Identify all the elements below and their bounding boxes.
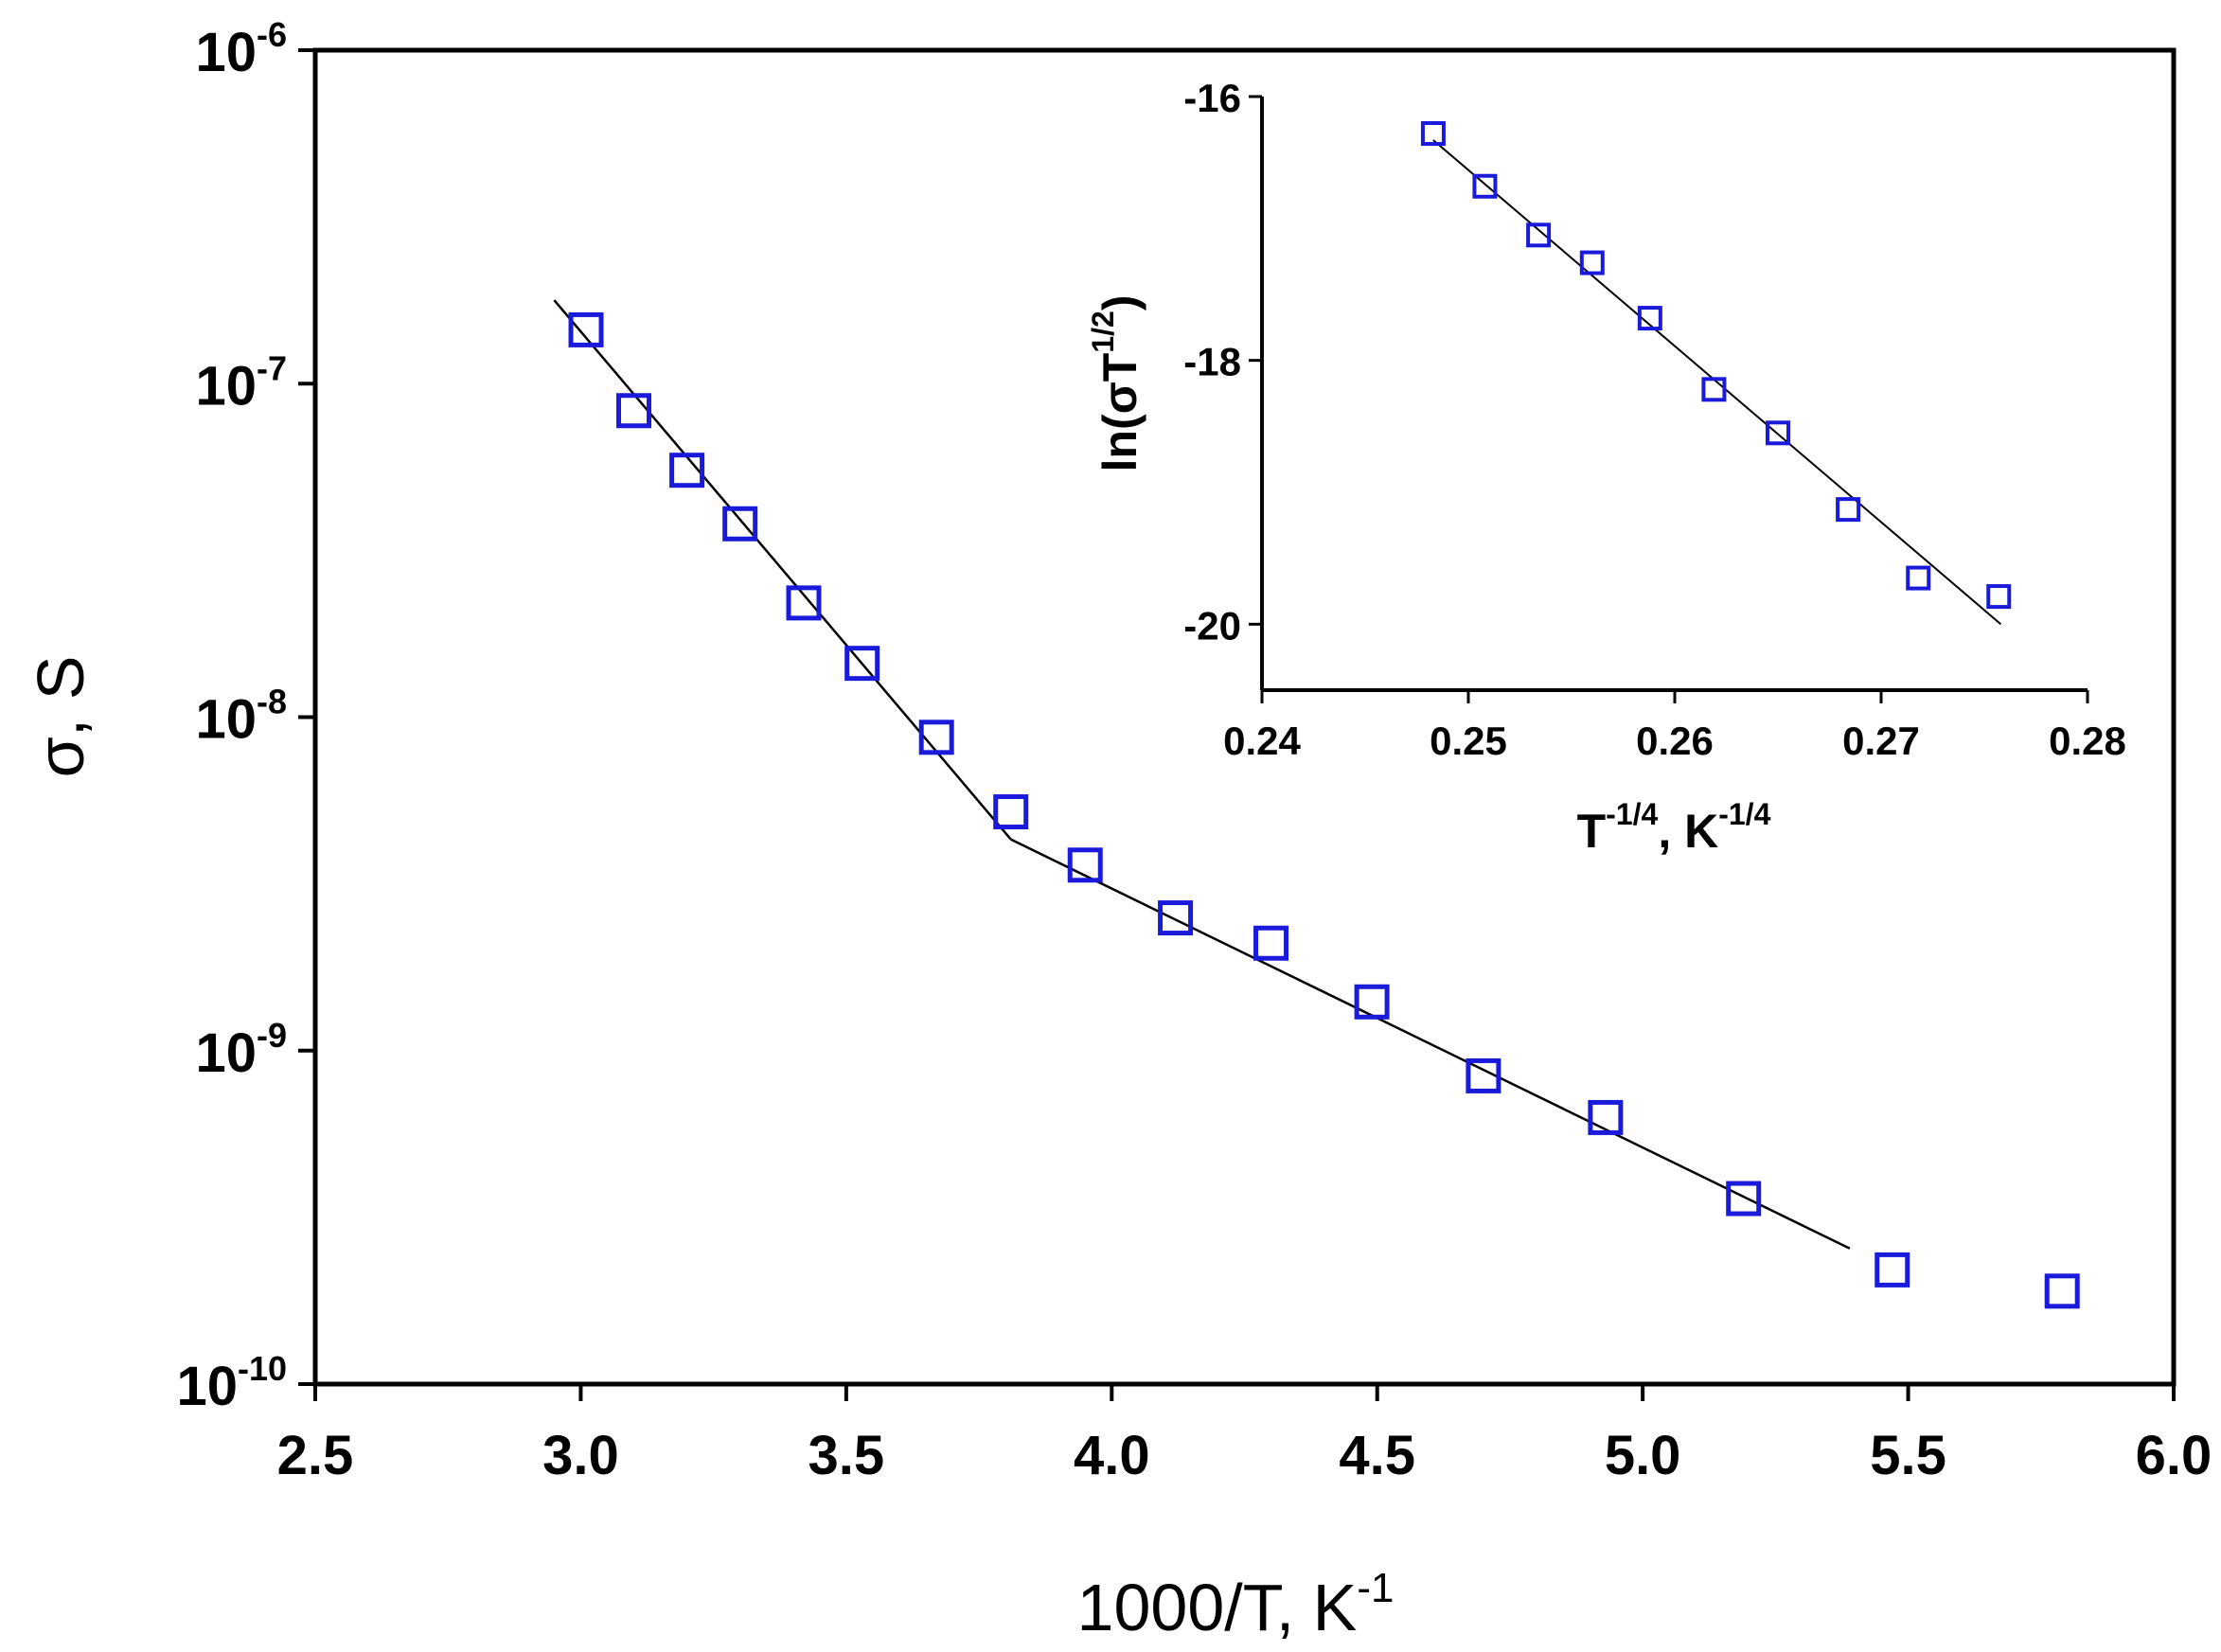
- main-data-point: [568, 311, 604, 347]
- main-data-point: [918, 719, 954, 755]
- inset-y-axis-title-post: ): [1093, 295, 1146, 311]
- main-data-point: [1875, 1252, 1910, 1288]
- inset-data-point: [1526, 222, 1552, 248]
- inset-y-axis-title: ln(σT1/2): [1086, 295, 1146, 472]
- inset-y-axis-title-pre: ln(σT: [1093, 353, 1146, 472]
- main-y-tick-label: 10-7: [195, 348, 287, 417]
- main-fit-lines: [553, 299, 1851, 1250]
- main-plot-area: [312, 47, 2177, 1387]
- main-fit-line: [553, 299, 1012, 841]
- main-x-tick-label: 5.0: [1605, 1425, 1681, 1486]
- main-y-tick-exp: -6: [257, 15, 287, 54]
- inset-x-axis-title-t: T: [1577, 805, 1607, 858]
- inset-y-tick-label: -16: [1183, 76, 1241, 120]
- main-x-tick-label: 4.5: [1339, 1425, 1415, 1486]
- main-data-point: [1588, 1099, 1624, 1135]
- main-data-point: [993, 794, 1029, 830]
- main-y-tick-base: 10: [195, 1022, 257, 1084]
- inset-x-axis-title-mid: , K: [1658, 805, 1718, 858]
- main-data-point: [1354, 984, 1390, 1020]
- inset-x-tick-label: 0.28: [2049, 719, 2126, 763]
- main-x-tick-label: 3.5: [808, 1425, 885, 1486]
- inset-x-axis-title-sup2: -1/4: [1718, 797, 1770, 831]
- inset-data-point: [1986, 584, 2012, 610]
- main-y-tick-exp: -7: [257, 348, 287, 387]
- main-data-point: [1466, 1057, 1501, 1093]
- inset-data-point: [1766, 420, 1790, 446]
- main-y-tick-exp: -10: [238, 1349, 287, 1388]
- main-y-tick-exp: -9: [257, 1016, 287, 1055]
- main-fit-line: [1010, 838, 1851, 1250]
- main-y-tick-base: 10: [176, 1356, 238, 1417]
- inset-x-tick-label: 0.27: [1842, 719, 1920, 763]
- inset-y-axis: -16 -18 -20: [1183, 76, 1262, 648]
- inset-y-tick-label: -18: [1183, 340, 1241, 384]
- main-y-tick-label: 10-10: [176, 1349, 287, 1417]
- main-data-point: [722, 506, 758, 542]
- main-data-point: [844, 646, 880, 682]
- main-x-tick-label: 4.0: [1074, 1425, 1150, 1486]
- main-data-point: [1726, 1181, 1762, 1217]
- inset-fit-line: [1432, 139, 2002, 626]
- inset-y-tick-label: -20: [1183, 603, 1241, 648]
- main-data-point: [2044, 1273, 2080, 1309]
- inset-data-point: [1579, 250, 1605, 275]
- main-x-axis: 2.5 3.0 3.5 4.0 4.5 5.0 5.5 6.0: [277, 1384, 2212, 1486]
- main-data-points: [568, 311, 2080, 1309]
- inset-x-tick-label: 0.24: [1223, 719, 1301, 763]
- main-data-point: [616, 393, 652, 429]
- main-x-axis-title-text: 1000/T, K: [1077, 1571, 1358, 1644]
- inset-x-axis: 0.24 0.25 0.26 0.27 0.28: [1223, 690, 2126, 763]
- inset-data-point: [1836, 497, 1861, 523]
- main-y-axis-title: σ, S: [24, 656, 98, 778]
- inset-axes: [1260, 97, 2088, 692]
- inset-x-tick-label: 0.25: [1430, 719, 1507, 763]
- main-data-point: [1158, 900, 1194, 936]
- inset-data-point: [1637, 306, 1662, 331]
- main-y-tick-label: 10-6: [195, 15, 287, 83]
- main-x-tick-label: 5.5: [1870, 1425, 1946, 1486]
- main-x-tick-label: 6.0: [2136, 1425, 2212, 1486]
- main-y-tick-base: 10: [195, 689, 257, 751]
- main-y-tick-label: 10-8: [195, 683, 287, 751]
- main-data-point: [786, 585, 822, 621]
- main-y-tick-label: 10-9: [195, 1016, 287, 1084]
- inset-x-axis-title: T-1/4, K-1/4: [1577, 797, 1771, 858]
- inset-x-tick-label: 0.26: [1636, 719, 1714, 763]
- main-x-axis-title-sup: -1: [1357, 1565, 1394, 1611]
- main-y-tick-base: 10: [195, 22, 257, 83]
- inset-data-point: [1420, 121, 1446, 147]
- inset-data-point: [1472, 173, 1498, 199]
- main-y-tick-base: 10: [195, 355, 257, 417]
- main-y-tick-exp: -8: [257, 683, 287, 721]
- inset-x-axis-title-sup1: -1/4: [1606, 797, 1658, 831]
- inset-data-points: [1420, 121, 2012, 610]
- main-data-point: [669, 453, 705, 488]
- inset-fit-lines: [1432, 139, 2002, 626]
- inset-y-axis-title-sup: 1/2: [1086, 311, 1120, 352]
- main-x-tick-label: 2.5: [277, 1425, 354, 1486]
- main-x-tick-label: 3.0: [542, 1425, 619, 1486]
- inset-data-point: [1906, 565, 1931, 591]
- main-data-point: [1067, 847, 1103, 883]
- inset-data-point: [1701, 377, 1727, 402]
- main-data-point: [1253, 925, 1289, 961]
- main-x-axis-title: 1000/T, K-1: [1077, 1565, 1395, 1644]
